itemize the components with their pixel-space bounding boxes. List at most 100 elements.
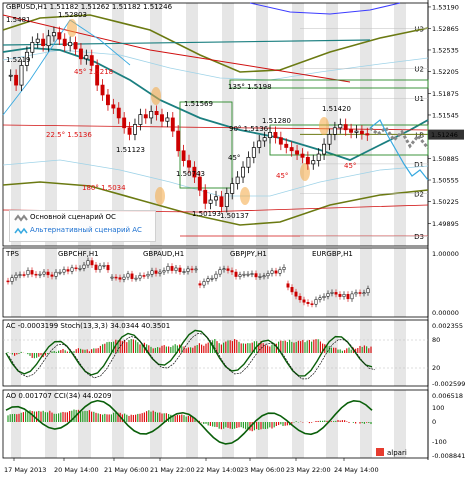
level-label-d2: D2 bbox=[414, 190, 424, 198]
ao-tick: 0.006518 bbox=[432, 392, 463, 400]
candle-body bbox=[78, 48, 83, 60]
tps-candle-body bbox=[174, 267, 178, 271]
candle-body bbox=[122, 117, 127, 129]
tps-candle-body bbox=[186, 268, 190, 272]
tps-candle-body bbox=[110, 276, 114, 279]
tps-candle-body bbox=[86, 260, 90, 266]
candle-body bbox=[19, 65, 24, 86]
level-label-u1: U1 bbox=[414, 95, 424, 103]
session-band bbox=[186, 320, 198, 386]
session-band bbox=[112, 390, 124, 458]
tps-candle-body bbox=[90, 260, 94, 266]
tps-pair-label: GBPJPY,H1 bbox=[230, 250, 267, 258]
session-band bbox=[78, 390, 91, 458]
tps-candle-body bbox=[46, 271, 50, 276]
candle-body bbox=[246, 156, 251, 168]
angle-annotation: 90° 1.5136 bbox=[229, 125, 269, 133]
tps-candle-body bbox=[42, 271, 46, 275]
session-band bbox=[292, 248, 304, 317]
session-band bbox=[186, 390, 198, 458]
tps-candle-body bbox=[310, 303, 314, 305]
level-label-u2: U2 bbox=[414, 66, 424, 74]
ao-tick: -0.008841 bbox=[432, 452, 465, 460]
level-label-lb: LB bbox=[415, 131, 424, 139]
candle-body bbox=[133, 124, 137, 135]
tps-candle-body bbox=[306, 302, 310, 304]
tps-candle-body bbox=[198, 283, 202, 286]
candle-body bbox=[268, 132, 272, 138]
session-band bbox=[360, 390, 372, 458]
x-tick-label: 21 May 22:00 bbox=[150, 466, 195, 474]
candle-body bbox=[46, 35, 51, 47]
tps-candle-body bbox=[50, 274, 54, 277]
session-band bbox=[11, 248, 21, 317]
candle-body bbox=[127, 127, 132, 135]
candle-body bbox=[181, 150, 186, 161]
candle-body bbox=[197, 176, 202, 191]
candle-body bbox=[192, 166, 197, 178]
candle-body bbox=[68, 42, 73, 47]
session-band bbox=[256, 248, 268, 317]
price-annotation: 1.51280 bbox=[262, 117, 291, 125]
x-tick-label: 20 May 14:00 bbox=[54, 466, 99, 474]
tps-candle-body bbox=[34, 273, 38, 276]
candle-body bbox=[327, 134, 332, 145]
tps-candle-body bbox=[298, 295, 302, 301]
tps-candle-body bbox=[286, 283, 290, 288]
candle-body bbox=[365, 133, 370, 136]
brand-label: alpari bbox=[387, 449, 407, 457]
tps-candle-body bbox=[22, 274, 26, 276]
x-tick-label: 24 May 14:00 bbox=[334, 466, 379, 474]
tps-candle-body bbox=[178, 267, 182, 273]
current-price-label: 1.51246 bbox=[431, 131, 458, 139]
tps-candle-body bbox=[170, 266, 174, 271]
tps-candle-body bbox=[194, 268, 198, 271]
candle-body bbox=[305, 156, 310, 165]
tps-candle-body bbox=[322, 296, 326, 298]
candle-body bbox=[143, 114, 148, 119]
gray-scenario-icon bbox=[14, 214, 28, 222]
session-band bbox=[292, 3, 304, 246]
ao-panel-title: AO 0.001707 CCI(34) 44.0209 bbox=[6, 392, 111, 400]
candle-body bbox=[219, 196, 224, 207]
candle-body bbox=[8, 74, 13, 77]
tps-candle-body bbox=[222, 268, 226, 270]
session-band bbox=[11, 320, 21, 386]
price-annotation: 1.51420 bbox=[322, 105, 351, 113]
y-tick-label: 1.51875 bbox=[432, 90, 459, 98]
tps-candle-body bbox=[6, 280, 10, 283]
session-band bbox=[150, 320, 162, 386]
tps-candle-body bbox=[274, 270, 278, 274]
y-tick-label: 1.52205 bbox=[432, 68, 459, 76]
tps-candle-body bbox=[10, 277, 14, 282]
tps-candle-body bbox=[130, 273, 134, 279]
tps-candle-body bbox=[66, 269, 70, 272]
stoch-main-line bbox=[5, 329, 373, 377]
candle-body bbox=[284, 143, 289, 148]
x-tick-label: 23 May 06:00 bbox=[240, 466, 285, 474]
candle-body bbox=[84, 55, 89, 60]
candle-body bbox=[57, 32, 62, 40]
angle-annotation: 45° bbox=[276, 172, 288, 180]
candle-body bbox=[338, 124, 343, 129]
session-band bbox=[394, 3, 406, 246]
ao-tick: -100 bbox=[432, 438, 447, 446]
orange-pivot-marker bbox=[67, 19, 77, 37]
candle-body bbox=[62, 38, 67, 47]
candle-body bbox=[95, 65, 100, 86]
angle-annotation: 45° bbox=[344, 162, 356, 170]
tps-candle-body bbox=[166, 266, 170, 271]
tps-tick: 0.00000 bbox=[432, 309, 459, 317]
tps-candle-body bbox=[366, 288, 370, 294]
tps-label: TPS bbox=[5, 250, 19, 258]
blue-scenario-icon bbox=[14, 227, 28, 235]
tps-candle-body bbox=[206, 278, 210, 282]
y-tick-label: 1.50225 bbox=[432, 198, 459, 206]
candle-body bbox=[241, 166, 245, 178]
tps-candle-body bbox=[242, 273, 246, 276]
tps-candle-body bbox=[138, 275, 142, 279]
price-annotation: 1.51123 bbox=[116, 146, 145, 154]
tps-tick: 1.00000 bbox=[432, 250, 459, 258]
session-band bbox=[45, 248, 57, 317]
candle-body bbox=[149, 111, 154, 119]
